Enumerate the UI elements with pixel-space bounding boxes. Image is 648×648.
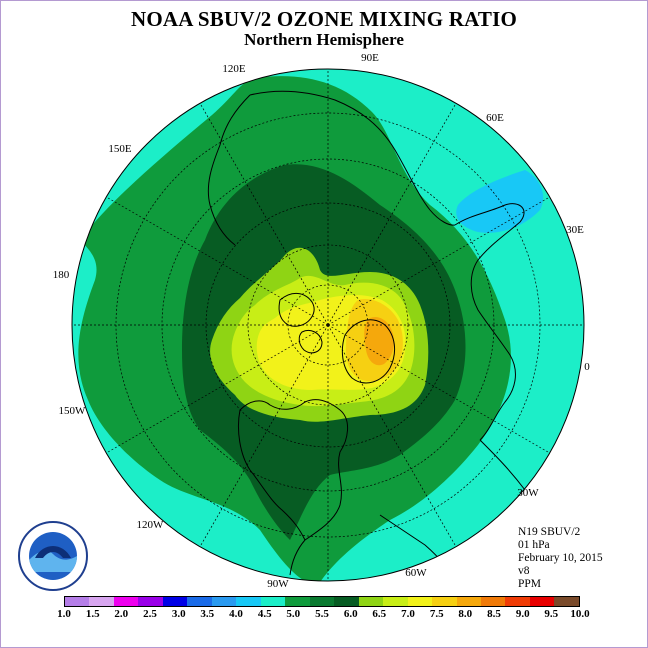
colorbar: [64, 596, 580, 607]
colorbar-tick-label: 1.5: [85, 608, 100, 620]
colorbar-segment: [65, 597, 90, 606]
colorbar-segment: [383, 597, 408, 606]
longitude-label-90e: 90E: [361, 52, 379, 64]
meta-level: 01 hPa: [518, 539, 550, 551]
colorbar-segment: [529, 597, 555, 606]
colorbar-segment: [162, 597, 188, 606]
meridian-line: [327, 324, 457, 547]
colorbar-segment: [505, 597, 530, 606]
colorbar-tick-label: 8.5: [487, 608, 501, 620]
longitude-label-0: 0: [584, 361, 590, 373]
colorbar-tick-label: 9.0: [515, 608, 530, 620]
colorbar-segment: [236, 597, 261, 606]
colorbar-segment: [334, 597, 359, 606]
meta-units: PPM: [518, 578, 542, 590]
meridian-line: [327, 103, 457, 326]
longitude-label-120w: 120W: [137, 519, 165, 531]
coast-asia: [207, 90, 456, 246]
longitude-label-60e: 60E: [486, 112, 504, 124]
colorbar-tick-label: 4.0: [229, 608, 243, 620]
colorbar-tick-label: 3.0: [171, 608, 186, 620]
colorbar-segment: [187, 597, 212, 606]
colorbar-segment: [358, 597, 384, 606]
coast-greenland: [341, 319, 396, 384]
colorbar-segment: [113, 597, 139, 606]
meridian-line: [327, 324, 550, 454]
meridian-line: [106, 196, 329, 326]
longitude-label-60w: 60W: [405, 567, 427, 579]
metadata-block: N19 SBUV/2 01 hPa February 10, 2015 v8 P…: [518, 526, 603, 591]
map-title: NOAA SBUV/2 OZONE MIXING RATIO: [131, 7, 517, 31]
colorbar-segment: [211, 597, 237, 606]
colorbar-tick-label: 5.0: [286, 608, 301, 620]
colorbar-tick-label: 7.5: [429, 608, 444, 620]
colorbar-tick-label: 8.0: [458, 608, 473, 620]
meta-date: February 10, 2015: [518, 552, 603, 564]
meta-version: v8: [518, 565, 530, 577]
meridian-line: [199, 324, 329, 547]
colorbar-tick-label: 1.0: [57, 608, 71, 620]
colorbar-segment: [309, 597, 335, 606]
longitude-label-90w: 90W: [267, 578, 289, 590]
colorbar-segment: [285, 597, 310, 606]
colorbar-ticks: 1.0 1.5 2.0 2.5 3.0 3.5 4.0 4.5 5.0 5.5 6.0 6.5 7.0 7…: [0, 608, 648, 622]
meridian-line: [327, 196, 550, 326]
map-subtitle: Northern Hemisphere: [244, 30, 404, 49]
field-low-blue: [456, 170, 544, 233]
colorbar-segment: [89, 597, 114, 606]
longitude-labels: 90E 60E 30E 0 30W 60W 90W 120W 150W 180 150E 120E: [53, 52, 591, 590]
colorbar-tick-label: 7.0: [401, 608, 415, 620]
ozone-contour-fields: [72, 69, 584, 581]
colorbar-segment: [138, 597, 163, 606]
colorbar-tick-label: 2.0: [114, 608, 129, 620]
colorbar-tick-label: 2.5: [143, 608, 157, 620]
longitude-label-120e: 120E: [222, 63, 246, 75]
colorbar-tick-label: 10.0: [570, 608, 590, 620]
colorbar-tick-label: 4.5: [257, 608, 272, 620]
colorbar-segment: [456, 597, 481, 606]
longitude-label-180: 180: [53, 269, 70, 281]
colorbar-segment: [480, 597, 506, 606]
field-8-0-8-5: [364, 316, 394, 366]
longitude-label-150e: 150E: [108, 143, 132, 155]
colorbar-tick-label: 6.5: [372, 608, 387, 620]
colorbar-segment: [407, 597, 433, 606]
colorbar-tick-label: 3.5: [200, 608, 215, 620]
coast-europe: [454, 203, 525, 441]
meta-satellite: N19 SBUV/2: [518, 526, 581, 538]
longitude-label-30w: 30W: [517, 487, 539, 499]
hemisphere-boundary: [71, 68, 585, 582]
colorbar-segment: [554, 597, 579, 606]
meridian-line: [106, 324, 329, 454]
colorbar-tick-label: 6.0: [343, 608, 358, 620]
noaa-logo: [18, 521, 88, 591]
longitude-label-30e: 30E: [566, 224, 584, 236]
coast-arctic-islands: [278, 293, 323, 354]
coast-north-america: [237, 399, 348, 576]
colorbar-tick-label: 9.5: [544, 608, 559, 620]
longitude-label-150w: 150W: [59, 405, 87, 417]
noaa-logo-bird: [35, 546, 71, 558]
colorbar-tick-label: 5.5: [315, 608, 329, 620]
colorbar-segment: [260, 597, 286, 606]
colorbar-segment: [432, 597, 457, 606]
